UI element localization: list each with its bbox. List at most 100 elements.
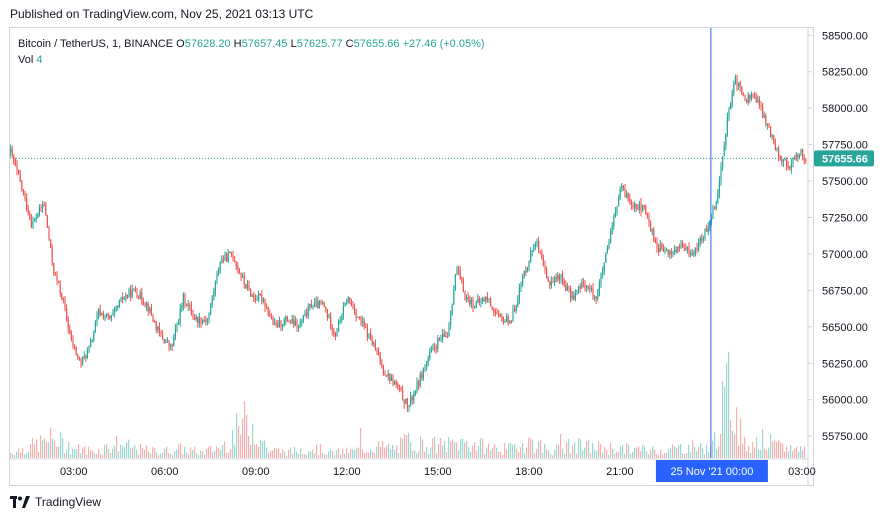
volume-bar	[86, 454, 88, 458]
volume-bar	[594, 449, 596, 458]
volume-bar	[758, 449, 760, 458]
volume-bar	[568, 438, 570, 458]
price-candles	[10, 74, 807, 413]
volume-bar	[12, 454, 14, 458]
volume-bar	[458, 450, 460, 458]
volume-bar	[276, 448, 278, 458]
candle-body	[450, 315, 452, 325]
candle-body	[78, 356, 80, 359]
volume-bar	[326, 455, 328, 458]
candle-body	[203, 320, 205, 322]
candle-body	[445, 335, 447, 337]
candle-body	[386, 375, 388, 377]
volume-bar	[756, 437, 758, 458]
volume-bar	[490, 450, 492, 458]
candle-body	[474, 307, 476, 309]
candle-body	[331, 326, 333, 331]
volume-bar	[462, 438, 464, 458]
candle-body	[686, 246, 688, 249]
volume-bar	[166, 446, 168, 458]
volume-bar	[410, 442, 412, 458]
volume-bar	[212, 452, 214, 458]
candle-body	[112, 312, 114, 316]
candle-body	[685, 248, 687, 250]
candle-body	[322, 302, 324, 304]
legend-c-value: 57655.66	[353, 38, 400, 50]
volume-bar	[308, 451, 310, 458]
volume-bar	[204, 454, 206, 458]
candle-body	[595, 296, 597, 300]
candle-body	[443, 333, 445, 337]
volume-bar	[366, 451, 368, 458]
candle-body	[110, 315, 112, 319]
legend-vol-label[interactable]: Vol	[18, 54, 34, 66]
volume-bar	[400, 437, 402, 458]
volume-bar	[104, 444, 106, 458]
candle-body	[267, 307, 269, 315]
candle-body	[570, 288, 572, 299]
volume-bar	[238, 426, 240, 458]
candle-body	[82, 356, 84, 364]
candle-body	[413, 393, 415, 401]
candle-body	[782, 159, 784, 162]
volume-bar	[704, 454, 706, 458]
candle-body	[630, 200, 632, 206]
volume-bar	[250, 445, 252, 458]
volume-bar	[750, 452, 752, 458]
candle-body	[363, 321, 365, 328]
candle-body	[426, 362, 428, 368]
footer-brand-text: TradingView	[35, 495, 102, 509]
candle-body	[243, 275, 245, 284]
candle-body	[98, 309, 100, 316]
volume-bar	[422, 439, 424, 458]
volume-bar	[534, 452, 536, 458]
volume-bar	[508, 443, 510, 458]
candle-body	[99, 309, 101, 316]
candle-body	[144, 304, 146, 307]
candle-body	[64, 300, 66, 309]
volume-bar	[498, 451, 500, 458]
candle-body	[237, 266, 239, 269]
candle-body	[778, 148, 780, 157]
volume-bar	[694, 446, 696, 458]
volume-bar	[42, 440, 44, 458]
volume-bar	[574, 442, 576, 458]
candle-body	[634, 203, 636, 208]
volume-bar	[184, 446, 186, 458]
candle-body	[437, 338, 439, 349]
volume-bar	[644, 446, 646, 458]
candle-body	[278, 320, 280, 327]
candle-body	[654, 240, 656, 242]
volume-bar	[132, 447, 134, 458]
volume-bar	[324, 454, 326, 458]
volume-bar	[356, 447, 358, 458]
candle-body	[75, 346, 77, 355]
legend-symbol[interactable]: Bitcoin / TetherUS, 1, BINANCE	[18, 38, 174, 50]
candle-body	[162, 334, 164, 340]
candle-body	[168, 341, 170, 347]
volume-bar	[488, 443, 490, 458]
candle-body	[154, 321, 156, 323]
price-tick-label: 56750.00	[822, 285, 868, 297]
candle-body	[715, 202, 717, 209]
tradingview-logo-icon	[10, 496, 30, 508]
candle-body	[477, 298, 479, 303]
candle-body	[530, 251, 532, 262]
candle-body	[690, 252, 692, 255]
candle-body	[510, 320, 512, 322]
candle-body	[141, 292, 143, 302]
candle-body	[618, 196, 620, 207]
volume-bar	[240, 435, 242, 458]
volume-bar	[96, 454, 98, 458]
time-tick-label: 03:00	[60, 466, 88, 478]
volume-bar	[452, 439, 454, 458]
candle-body	[230, 252, 232, 255]
volume-bar	[294, 446, 296, 458]
candle-body	[403, 399, 405, 404]
volume-bar	[440, 438, 442, 458]
candle-body	[795, 154, 797, 160]
candle-body	[138, 297, 140, 299]
volume-bar	[776, 442, 778, 458]
legend-l-label: L	[290, 38, 297, 50]
